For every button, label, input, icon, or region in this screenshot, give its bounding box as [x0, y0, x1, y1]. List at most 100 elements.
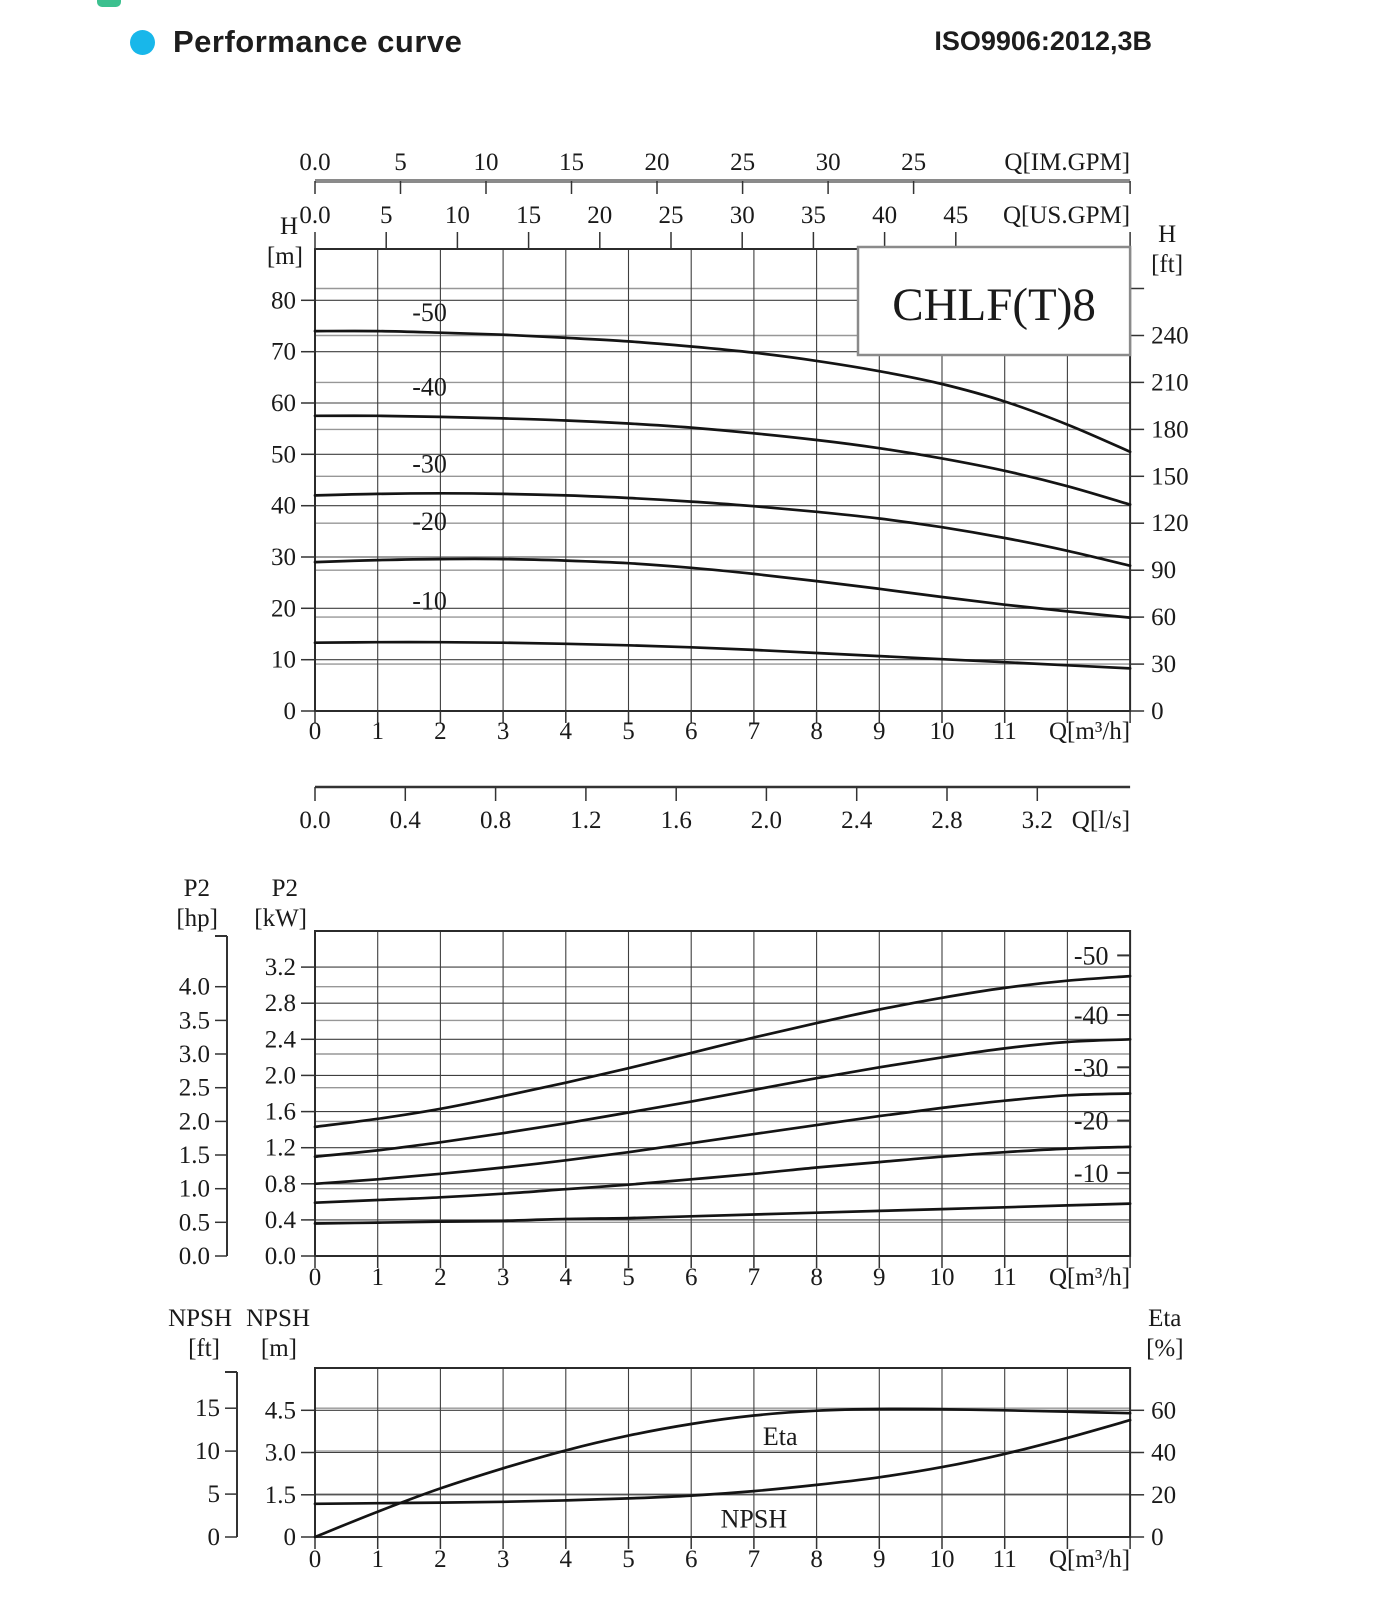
- p2-hp-axis-unit: [hp]: [176, 905, 218, 932]
- x-tick-label: 3: [497, 718, 510, 745]
- h-m-tick-label: 20: [271, 595, 296, 622]
- power-curve--40: [313, 1037, 1132, 1159]
- npsh-ft-axis-unit: [ft]: [188, 1335, 220, 1362]
- x-tick-label: 6: [685, 1264, 698, 1291]
- usgpm-tick-label: 40: [872, 202, 897, 229]
- h-m-axis-unit: [m]: [267, 243, 303, 270]
- ls-axis-unit-label: Q[l/s]: [1072, 807, 1130, 834]
- head-curve-label--30: -30: [412, 450, 447, 479]
- usgpm-axis-unit-label: Q[US.GPM]: [1003, 202, 1130, 229]
- model-badge-box: [856, 245, 1132, 357]
- h-m-tick-label: 40: [271, 493, 296, 520]
- imgpm-tick-label: 25: [901, 149, 926, 176]
- h-ft-tick-label: 150: [1151, 463, 1189, 490]
- p2-kw-tick-label: 2.4: [265, 1026, 297, 1053]
- head-curve-label--40: -40: [412, 373, 447, 402]
- x-tick-label: 5: [622, 1264, 635, 1291]
- p2-hp-tick-label: 2.5: [179, 1075, 210, 1102]
- x-tick-label: 9: [873, 1264, 886, 1291]
- eta-tick-label: 60: [1151, 1397, 1176, 1424]
- p2-hp-tick-label: 3.5: [179, 1007, 210, 1034]
- imgpm-tick-label: 25: [730, 149, 755, 176]
- x-tick-label: 1: [371, 1546, 384, 1573]
- header: Performance curve: [130, 24, 462, 60]
- head-curve-label--50: -50: [412, 298, 447, 327]
- ls-tick-label: 3.2: [1022, 807, 1053, 834]
- ls-tick-label: 0.8: [480, 807, 511, 834]
- x-tick-label: 11: [993, 718, 1017, 745]
- h-m-tick-label: 10: [271, 647, 296, 674]
- x-tick-label: 7: [748, 1546, 761, 1573]
- npsh-eta-chart: 4.53.01.50NPSH[m]151050NPSH[ft]6040200Et…: [168, 1305, 1184, 1573]
- power-curve--20: [313, 1145, 1132, 1205]
- x-tick-label: 6: [685, 1546, 698, 1573]
- page-title: Performance curve: [173, 24, 463, 59]
- x-tick-label: 6: [685, 718, 698, 745]
- ls-tick-label: 2.8: [931, 807, 962, 834]
- ls-tick-label: 1.2: [570, 807, 601, 834]
- ls-tick-label: 0.4: [390, 807, 422, 834]
- power-curve-label--20: -20: [1074, 1107, 1109, 1136]
- p2-hp-tick-label: 4.0: [179, 974, 210, 1001]
- curve-npsh: [313, 1418, 1132, 1506]
- npsh-m-tick-label: 0: [284, 1524, 297, 1551]
- x-axis-unit-label: Q[m³/h]: [1049, 1264, 1130, 1291]
- p2-kw-axis-unit: [kW]: [254, 905, 307, 932]
- x-tick-label: 2: [434, 1546, 447, 1573]
- usgpm-tick-label: 25: [659, 202, 684, 229]
- npsh-m-tick-label: 4.5: [265, 1397, 296, 1424]
- x-tick-label: 3: [497, 1264, 510, 1291]
- x-tick-label: 7: [748, 1264, 761, 1291]
- usgpm-tick-label: 0.0: [299, 202, 330, 229]
- npsh-ft-tick-label: 5: [208, 1481, 221, 1508]
- p2-kw-tick-label: 1.6: [265, 1099, 296, 1126]
- h-m-axis-title: H: [280, 213, 298, 240]
- power-curve-label--10: -10: [1074, 1159, 1109, 1188]
- x-tick-label: 3: [497, 1546, 510, 1573]
- x-tick-label: 5: [622, 1546, 635, 1573]
- npsh-m-axis-title: NPSH: [246, 1305, 310, 1332]
- imgpm-tick-label: 0.0: [299, 149, 330, 176]
- curve-label-npsh: NPSH: [721, 1505, 788, 1534]
- x-tick-label: 8: [810, 718, 823, 745]
- head-curve--20: [313, 557, 1132, 619]
- x-tick-label: 7: [748, 718, 761, 745]
- imgpm-axis-unit-label: Q[IM.GPM]: [1004, 149, 1130, 176]
- h-ft-tick-label: 30: [1151, 651, 1176, 678]
- p2-kw-tick-label: 2.0: [265, 1062, 296, 1089]
- npsh-m-tick-label: 3.0: [265, 1440, 296, 1467]
- x-tick-label: 0: [309, 718, 322, 745]
- h-ft-tick-label: 210: [1151, 369, 1189, 396]
- npsh-m-tick-label: 1.5: [265, 1482, 296, 1509]
- x-tick-label: 4: [560, 1546, 573, 1573]
- x-tick-label: 0: [309, 1546, 322, 1573]
- p2-kw-tick-label: 2.8: [265, 990, 296, 1017]
- h-ft-tick-label: 90: [1151, 557, 1176, 584]
- imgpm-tick-label: 30: [816, 149, 841, 176]
- scan-corner-mark: [97, 0, 121, 7]
- h-ft-axis-unit: [ft]: [1151, 251, 1183, 278]
- head-curve--10: [313, 640, 1132, 670]
- head-curve--30: [313, 491, 1132, 568]
- usgpm-tick-label: 30: [730, 202, 755, 229]
- curve-eta: [313, 1407, 1132, 1539]
- imgpm-tick-label: 15: [559, 149, 584, 176]
- x-tick-label: 5: [622, 718, 635, 745]
- p2-hp-tick-label: 1.5: [179, 1142, 210, 1169]
- x-tick-label: 2: [434, 1264, 447, 1291]
- h-m-tick-label: 50: [271, 441, 296, 468]
- h-ft-tick-label: 0: [1151, 698, 1164, 725]
- h-m-tick-label: 0: [284, 698, 297, 725]
- p2-hp-tick-label: 0.0: [179, 1243, 210, 1270]
- h-ft-tick-label: 60: [1151, 604, 1176, 631]
- usgpm-tick-label: 15: [516, 202, 541, 229]
- x-tick-label: 11: [993, 1546, 1017, 1573]
- power-curve-label--30: -30: [1074, 1053, 1109, 1082]
- bullet-icon: [130, 29, 155, 55]
- x-tick-label: 11: [993, 1264, 1017, 1291]
- ls-tick-label: 2.0: [751, 807, 782, 834]
- x-tick-label: 8: [810, 1264, 823, 1291]
- eta-axis-unit: [%]: [1146, 1335, 1183, 1362]
- p2-kw-tick-label: 0.8: [265, 1171, 296, 1198]
- h-ft-axis-title: H: [1158, 221, 1176, 248]
